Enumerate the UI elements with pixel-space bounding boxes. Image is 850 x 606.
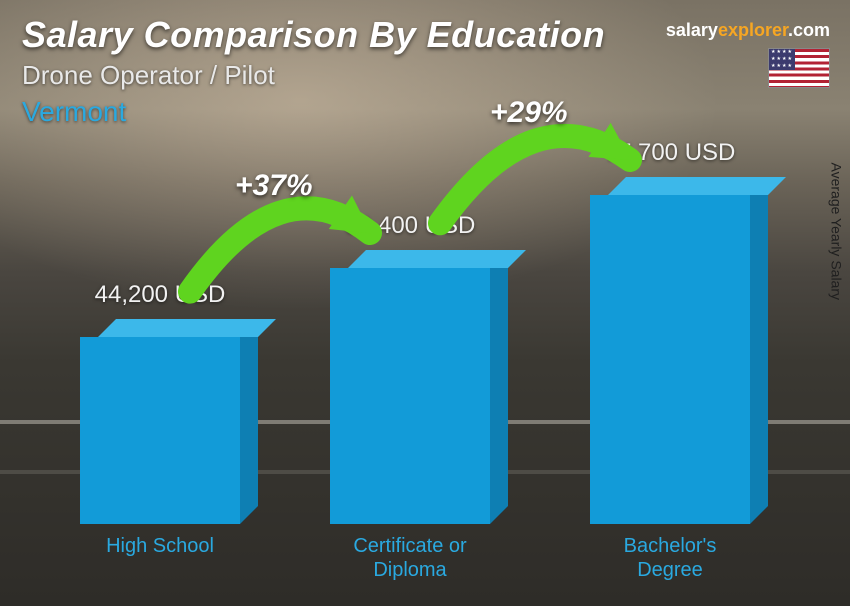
infographic-canvas: Salary Comparison By Education Drone Ope… <box>0 0 850 606</box>
bar-category-label: Bachelor's Degree <box>624 534 717 582</box>
bar-side <box>240 319 258 524</box>
brand-part1: salary <box>666 20 718 40</box>
percent-increase-label: +37% <box>235 169 313 203</box>
bar <box>80 337 240 524</box>
brand-part2: explorer <box>718 20 788 40</box>
us-flag-icon <box>768 48 830 88</box>
bar-category-label: Certificate or Diploma <box>353 534 466 582</box>
increase-arrow: +37% <box>160 143 410 332</box>
percent-increase-label: +29% <box>490 96 568 130</box>
increase-arrow: +29% <box>410 70 670 263</box>
bar-front <box>80 337 240 524</box>
brand-part3: .com <box>788 20 830 40</box>
y-axis-label: Average Yearly Salary <box>828 163 844 301</box>
bar-chart: 44,200 USDHigh School60,400 USDCertifica… <box>30 120 800 586</box>
subtitle: Drone Operator / Pilot <box>22 60 275 91</box>
brand-logo: salaryexplorer.com <box>666 20 830 41</box>
bar-side <box>490 250 508 524</box>
bar-group: 44,200 USDHigh School <box>80 337 240 524</box>
page-title: Salary Comparison By Education <box>22 14 605 56</box>
bar-side <box>750 177 768 524</box>
bar-category-label: High School <box>106 534 214 558</box>
